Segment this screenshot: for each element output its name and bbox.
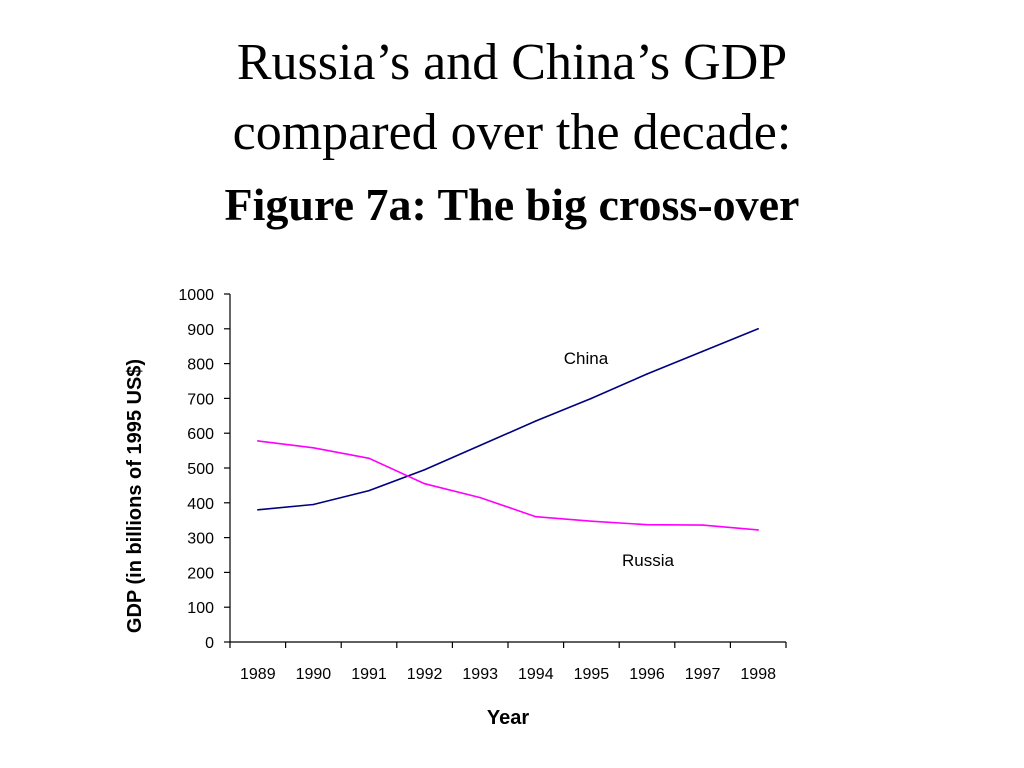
y-tick-label: 400 bbox=[187, 496, 214, 513]
x-tick-label: 1997 bbox=[685, 666, 721, 683]
x-axis-title: Year bbox=[487, 707, 529, 729]
data-point-china bbox=[257, 508, 259, 511]
data-point-china bbox=[757, 328, 759, 330]
chart-labels: Year GDP (in billions of 1995 US$) China Ru… bbox=[124, 349, 675, 729]
y-tick-label: 0 bbox=[205, 635, 214, 652]
x-tick-label: 1991 bbox=[351, 666, 387, 683]
data-point-russia bbox=[590, 520, 593, 523]
y-axis-title: GDP (in billions of 1995 US$) bbox=[124, 359, 146, 633]
data-point-russia bbox=[257, 440, 259, 442]
data-point-china bbox=[479, 444, 482, 447]
title-line-2: compared over the decade: bbox=[232, 104, 792, 161]
data-point-russia bbox=[312, 447, 315, 449]
y-tick-label: 900 bbox=[187, 322, 214, 339]
y-tick-label: 600 bbox=[187, 426, 214, 443]
series-line-china bbox=[257, 328, 759, 511]
series-label-china: China bbox=[564, 349, 609, 368]
series-line-russia bbox=[257, 440, 759, 531]
y-tick-label: 300 bbox=[187, 531, 214, 548]
x-tick-label: 1993 bbox=[462, 666, 498, 683]
data-point-russia bbox=[646, 523, 648, 526]
y-tick-label: 800 bbox=[187, 357, 214, 374]
data-point-china bbox=[535, 420, 537, 422]
data-point-china bbox=[646, 373, 648, 375]
data-point-china bbox=[590, 397, 593, 400]
data-point-russia bbox=[479, 496, 482, 499]
chart-series bbox=[257, 328, 759, 531]
x-tick-label: 1990 bbox=[296, 666, 332, 683]
data-point-russia bbox=[701, 524, 704, 526]
y-tick-label: 200 bbox=[187, 565, 214, 582]
data-point-russia bbox=[368, 457, 370, 460]
data-point-china bbox=[423, 468, 426, 471]
y-tick-label: 1000 bbox=[178, 287, 214, 304]
data-point-russia bbox=[535, 515, 537, 518]
slide-title: Russia’s and China’s GDP compared over t… bbox=[0, 28, 1024, 242]
x-tick-label: 1994 bbox=[518, 666, 554, 683]
data-point-china bbox=[701, 350, 704, 353]
x-tick-label: 1998 bbox=[740, 666, 776, 683]
y-tick-label: 100 bbox=[187, 600, 214, 617]
data-point-china bbox=[312, 503, 315, 506]
data-point-russia bbox=[423, 482, 426, 485]
figure-caption: Figure 7a: The big cross-over bbox=[224, 179, 800, 230]
chart-axes: 0 100 200 300 400 500 600 700 800 900 1000 1989 1990… bbox=[178, 287, 787, 683]
x-tick-label: 1995 bbox=[574, 666, 610, 683]
x-tick-label: 1989 bbox=[240, 666, 276, 683]
data-point-russia bbox=[757, 529, 759, 531]
data-point-china bbox=[368, 489, 370, 492]
y-tick-label: 700 bbox=[187, 391, 214, 408]
y-tick-label: 500 bbox=[187, 461, 214, 478]
series-label-russia: Russia bbox=[622, 551, 675, 570]
x-tick-label: 1996 bbox=[629, 666, 665, 683]
x-tick-label: 1992 bbox=[407, 666, 443, 683]
title-line-1: Russia’s and China’s GDP bbox=[236, 34, 788, 91]
